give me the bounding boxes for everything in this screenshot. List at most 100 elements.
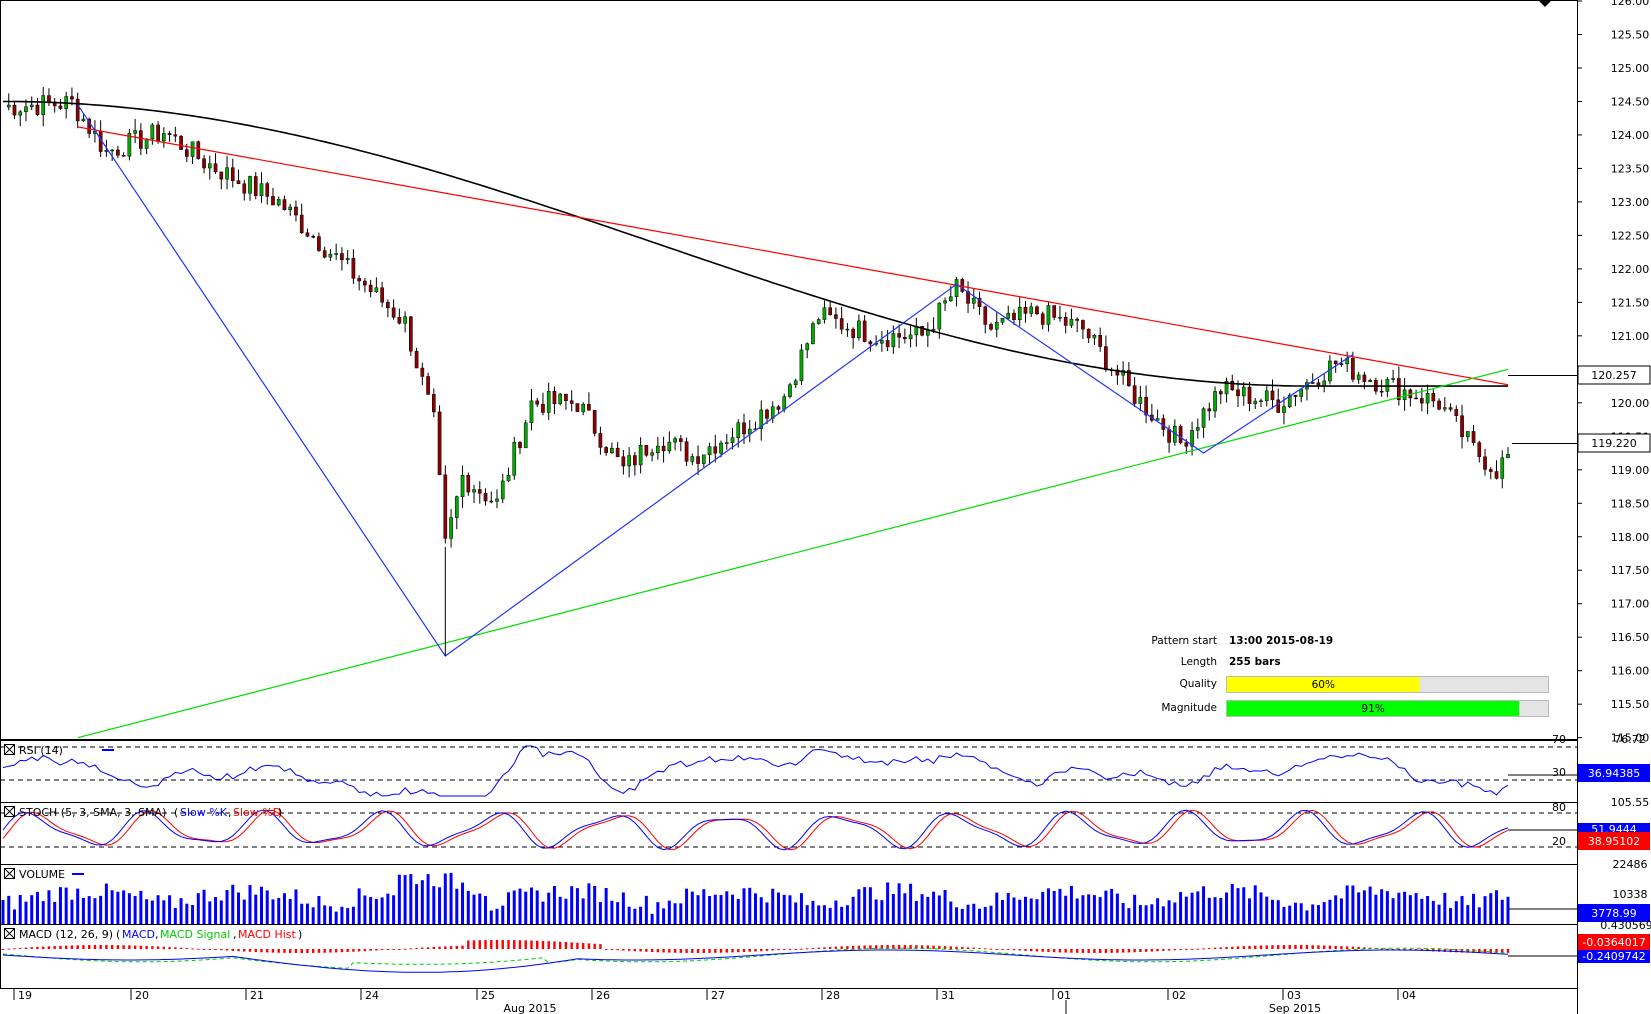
volume-bar [392,895,396,924]
macd-hist-bar [24,947,28,949]
macd-hist-label: MACD Hist [238,928,297,941]
bear-candle [1230,380,1235,391]
macd-hist-bar [311,949,315,953]
bull-candle [1058,316,1062,319]
macd-hist-bar [1478,949,1481,953]
bear-candle [1247,386,1252,404]
svg-text:): ) [298,928,302,941]
volume-title: VOLUME [19,868,65,881]
volume-bar [1104,890,1108,924]
bear-candle [380,287,384,303]
candles [6,87,1510,548]
bull-candle [1465,431,1470,438]
bull-candle [190,141,195,157]
pattern-start-value: 13:00 2015-08-19 [1229,635,1333,647]
volume-bar [403,875,407,924]
macd-hist-bar [128,945,131,949]
macd-hist-bar [823,947,826,949]
volume-bar [1443,892,1447,924]
macd-hist-bar [633,949,637,952]
price-tick-label: 124.00 [1611,129,1650,142]
bull-candle [18,111,23,116]
macd-title: MACD (12, 26, 9) [19,928,113,941]
macd-hist-bar [202,949,206,950]
macd-hist-bar [478,940,481,949]
bear-candle [305,232,310,237]
bear-candle [1236,389,1240,397]
macd-hist-bar [1053,949,1056,953]
volume-bar [340,906,344,924]
bear-candle [1184,442,1189,447]
price-tick-label: 115.50 [1611,698,1650,711]
price-badge: 119.220 [1512,433,1651,453]
volume-bar [621,892,625,924]
bear-candle [1086,328,1091,339]
macd-hist-bar [1466,949,1469,953]
quality-bar-fill [1227,677,1420,692]
scroll-marker-icon[interactable] [1538,0,1552,7]
bull-candle [449,517,453,539]
bull-candle [472,489,476,493]
bull-candle [805,343,810,351]
macd-hist-bar [961,946,964,949]
macd-hist-bar [1001,949,1004,950]
bear-candle [196,141,201,159]
macd-hist-bar [869,945,872,949]
bear-candle [592,410,597,434]
bull-candle [1069,318,1074,326]
bear-candle [1310,382,1315,384]
bear-candle [598,433,603,448]
rsi-level-high: 70 [1552,733,1566,746]
macd-hist-bar [920,945,924,949]
volume-bar [1437,904,1441,924]
volume-bar [1190,892,1194,924]
day-label: 03 [1287,989,1301,1002]
macd-hist-bar [369,949,372,951]
bull-candle [811,323,815,344]
macd-hist-bar [1254,945,1257,949]
bull-candle [558,393,563,405]
volume-bar [7,895,11,924]
volume-bar [995,892,999,924]
volume-bar [1092,895,1096,924]
bull-candle [954,279,959,298]
macd-hist-bar [863,945,866,949]
bear-candle [202,158,206,169]
volume-bar [754,893,757,924]
macd-hist-bar [1035,949,1039,952]
macd-hist-bar [116,945,120,949]
macd-hist-bar [208,949,211,950]
bull-candle [730,437,735,443]
macd-hist-bar [87,945,91,949]
volume-bar [840,906,844,924]
macd-hist-bar [547,941,550,949]
volume-bar [639,906,643,924]
stoch-d-badge [1578,832,1650,850]
bear-candle [1414,397,1418,400]
macd-header: MACD (12, 26, 9) ( MACD , MACD Signal , … [4,928,302,941]
bear-candle [397,317,402,324]
volume-bar [363,895,367,924]
bear-candle [983,306,988,325]
volume-bar [570,886,574,924]
macd-hist-bar [1098,949,1102,953]
bear-candle [87,118,91,134]
price-tick-label: 126.00 [1611,0,1650,8]
volume-axis-top: 22486 [1613,858,1648,871]
macd-hist-bar [558,941,562,949]
macd-hist-bar [892,945,895,949]
macd-hist-bar [1328,945,1332,949]
volume-bar [1472,893,1476,924]
volume-bar [719,895,723,924]
macd-hist-bar [1317,945,1320,949]
macd-hist-bar [725,949,728,953]
macd-hist-bar [1167,949,1171,951]
bull-candle [207,163,212,169]
volume-bar [185,903,189,924]
price-tick-label: 122.00 [1611,263,1650,276]
bear-candle [12,104,17,116]
volume-bar [955,907,959,924]
macd-hist-bar [1219,947,1222,949]
bull-candle [581,404,586,412]
volume-bar [788,895,792,924]
